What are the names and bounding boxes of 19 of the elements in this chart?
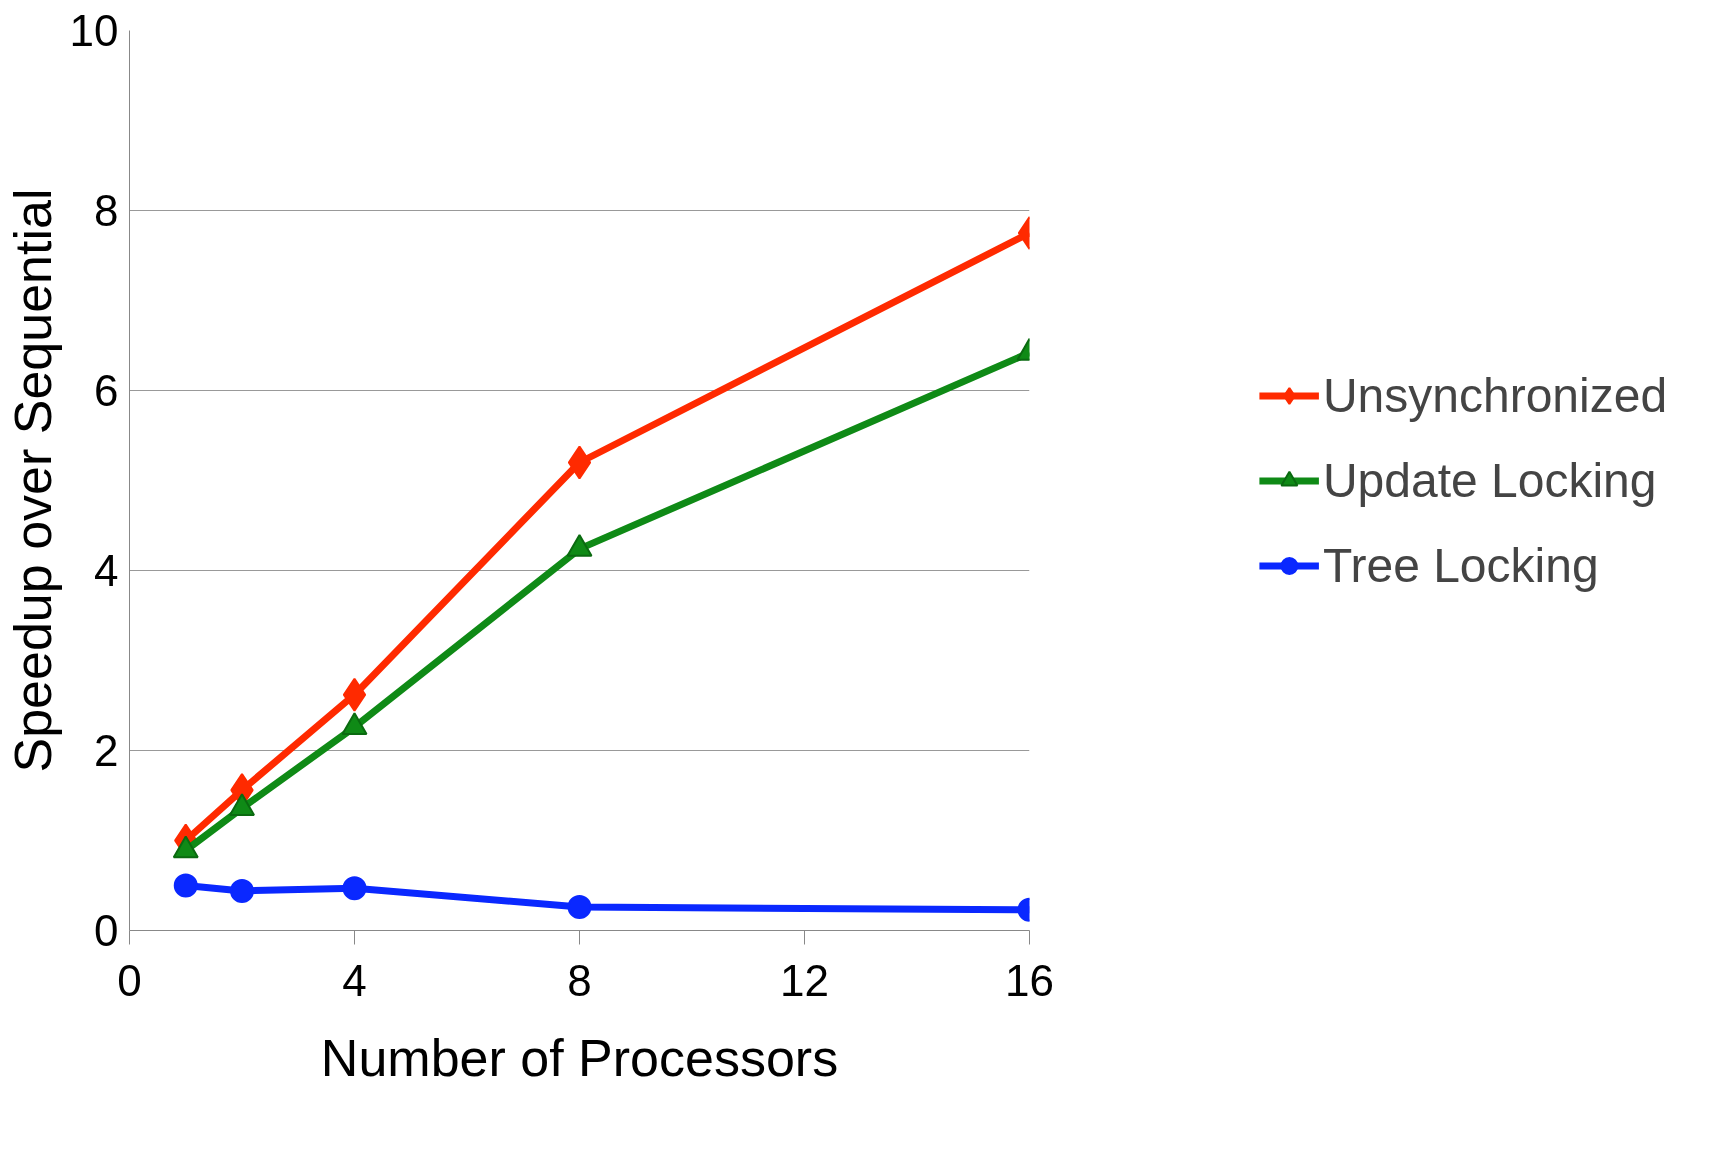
x-tick-label: 8 (567, 955, 592, 1005)
x-tick-label: 12 (780, 955, 829, 1005)
x-axis-title: Number of Processors (320, 1028, 839, 1087)
point (342, 677, 367, 712)
y-tick-label: 6 (94, 366, 119, 415)
x-tick-label: 16 (1005, 955, 1054, 1005)
legend-label: Update Locking (1322, 452, 1657, 508)
legend-label: Tree Locking (1322, 537, 1599, 593)
x-tick-label: 4 (342, 955, 367, 1005)
legend-label: Unsynchronized (1322, 367, 1668, 423)
y-tick-label: 0 (94, 906, 119, 955)
point (342, 876, 367, 901)
point (230, 878, 254, 903)
y-tick-label: 2 (94, 726, 119, 775)
point (173, 873, 198, 898)
y-tick-label: 8 (94, 186, 119, 235)
y-tick-label: 4 (94, 546, 119, 595)
y-tick-label: 10 (69, 6, 119, 55)
y-axis-title: Speedup over Sequential (3, 188, 62, 773)
